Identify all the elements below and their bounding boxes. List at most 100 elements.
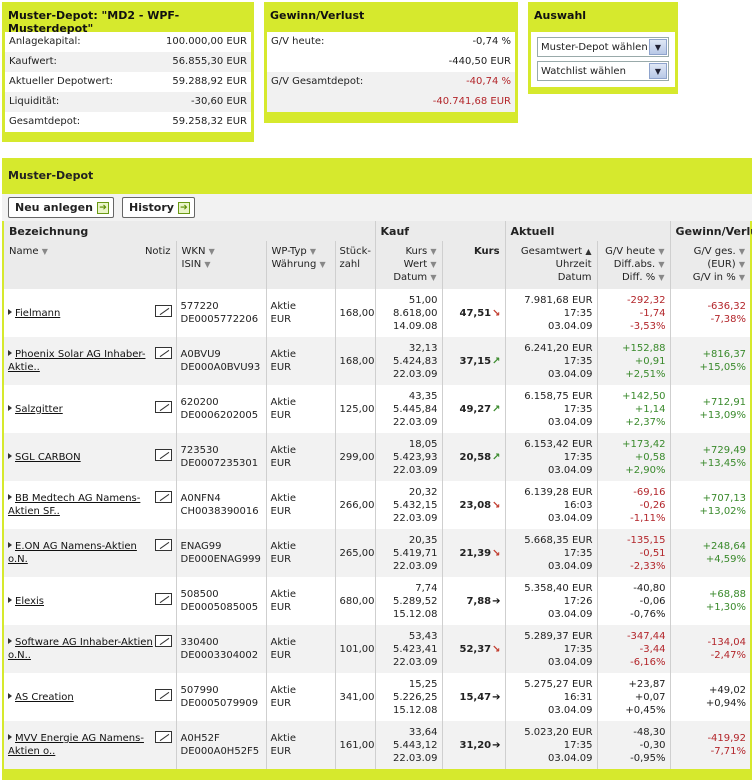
gv-ges-cell: +707,13 +13,02% (669, 481, 751, 529)
kauf-cell: 15,25 5.226,25 15.12.08 (374, 673, 443, 721)
expand-arrow-icon[interactable] (8, 638, 12, 644)
col-kauf-kurs[interactable]: Kurs ▼ Wert ▼ Datum ▼ (374, 241, 443, 289)
kauf-cell: 20,32 5.432,15 22.03.09 (374, 481, 443, 529)
name-cell: MVV Energie AG Namens- Aktien o.. (4, 721, 176, 769)
gv-panel: Gewinn/Verlust G/V heute: -0,74 % -440,50… (264, 2, 518, 123)
stock-name-link[interactable]: Salzgitter (15, 403, 63, 415)
col-gv-heute[interactable]: G/V heute ▼ Diff.abs. ▼ Diff. % ▼ (596, 241, 671, 289)
col-name[interactable]: Name ▼ Notiz (4, 241, 176, 289)
depot-table: Bezeichnung Kauf Aktuell Gewinn/Verlust … (4, 221, 752, 769)
gv-heute-cell: -69,16 -0,26 -1,11% (596, 481, 671, 529)
gesamtwert-cell: 6.158,75 EUR 17:35 03.04.09 (504, 385, 598, 433)
col-gv-ges[interactable]: G/V ges. ▼ (EUR) ▼ G/V in % ▼ (669, 241, 751, 289)
stock-name-link[interactable]: BB Medtech AG Namens- Aktien SF.. (8, 493, 141, 517)
akt-kurs-cell: 21,39↘ (441, 529, 506, 577)
table-row: MVV Energie AG Namens- Aktien o.. A0H52F DE… (4, 721, 751, 769)
new-entry-button[interactable]: Neu anlegen ➔ (8, 197, 114, 218)
stock-name-link[interactable]: AS Creation (15, 691, 74, 703)
note-icon[interactable] (154, 347, 172, 359)
summary-row: Liquidität: -30,60 EUR (5, 92, 251, 112)
table-row: Elexis 508500 DE0005085005 Aktie EUR 680,00 7,… (4, 577, 751, 625)
expand-arrow-icon[interactable] (8, 350, 12, 356)
gv-ges-cell: -636,32 -7,38% (669, 289, 751, 337)
gv-heute-cell: +173,42 +0,58 +2,90% (596, 433, 671, 481)
gv-body: G/V heute: -0,74 % -440,50 EUR G/V Gesamt… (267, 32, 515, 112)
col-notiz: Notiz (144, 246, 171, 257)
gv-title: Gewinn/Verlust (270, 9, 365, 22)
gesamtwert-cell: 6.139,28 EUR 16:03 03.04.09 (504, 481, 598, 529)
name-cell: Phoenix Solar AG Inhaber- Aktie.. (4, 337, 176, 385)
muster-depot-select[interactable]: Muster-Depot wählen ▼ (537, 37, 669, 57)
kauf-cell: 51,00 8.618,00 14.09.08 (374, 289, 443, 337)
note-icon[interactable] (154, 305, 172, 317)
akt-kurs-cell: 37,15↗ (441, 337, 506, 385)
stock-name-link[interactable]: Software AG Inhaber-Aktien o.N.. (8, 637, 153, 661)
kauf-cell: 43,35 5.445,84 22.03.09 (374, 385, 443, 433)
stueck-cell: 101,00 (334, 625, 376, 673)
expand-arrow-icon[interactable] (8, 308, 12, 315)
wkn-isin-cell: 507990 DE0005079909 (175, 673, 266, 721)
expand-arrow-icon[interactable] (8, 452, 12, 459)
type-cell: Aktie EUR (265, 289, 335, 337)
wkn-isin-cell: A0BVU9 DE000A0BVU93 (175, 337, 266, 385)
type-cell: Aktie EUR (265, 577, 335, 625)
stueck-cell: 680,00 (334, 577, 376, 625)
expand-arrow-icon[interactable] (8, 734, 12, 740)
kauf-cell: 18,05 5.423,93 22.03.09 (374, 433, 443, 481)
expand-arrow-icon[interactable] (8, 692, 12, 699)
note-icon[interactable] (154, 635, 172, 647)
table-row: Fielmann 577220 DE0005772206 Aktie EUR 168,00… (4, 289, 751, 337)
expand-arrow-icon[interactable] (8, 542, 12, 548)
stock-name-link[interactable]: SGL CARBON (15, 451, 81, 463)
stueck-cell: 168,00 (334, 289, 376, 337)
col-stueck: Stück-zahl (334, 241, 376, 289)
stueck-cell: 168,00 (334, 337, 376, 385)
stock-name-link[interactable]: Phoenix Solar AG Inhaber- Aktie.. (8, 349, 146, 373)
chevron-down-icon[interactable]: ▼ (649, 63, 667, 79)
watchlist-select[interactable]: Watchlist wählen ▼ (537, 61, 669, 81)
gv-ges-cell: +49,02 +0,94% (669, 673, 751, 721)
note-icon[interactable] (154, 539, 172, 551)
depot-toolbar: Neu anlegen ➔ History ➔ (2, 194, 752, 221)
summary-row: Aktueller Depotwert: 59.288,92 EUR (9, 76, 247, 87)
col-wkn-isin[interactable]: WKN ▼ ISIN ▼ (175, 241, 266, 289)
note-icon[interactable] (154, 401, 172, 413)
note-icon[interactable] (154, 491, 172, 503)
type-cell: Aktie EUR (265, 625, 335, 673)
trend-flat-icon: ➔ (492, 691, 501, 703)
auswahl-title: Auswahl (534, 9, 587, 22)
wkn-isin-cell: 508500 DE0005085005 (175, 577, 266, 625)
chevron-down-icon[interactable]: ▼ (649, 39, 667, 55)
name-cell: BB Medtech AG Namens- Aktien SF.. (4, 481, 176, 529)
gv-heute-cell: +142,50 +1,14 +2,37% (596, 385, 671, 433)
note-icon[interactable] (154, 593, 172, 605)
trend-up-icon: ↗ (492, 355, 501, 367)
stock-name-link[interactable]: Elexis (15, 595, 44, 607)
col-gesamtwert[interactable]: Gesamtwert ▲ Uhrzeit Datum (504, 241, 598, 289)
expand-arrow-icon[interactable] (8, 596, 12, 603)
akt-kurs-cell: 20,58↗ (441, 433, 506, 481)
note-icon[interactable] (154, 449, 172, 461)
history-button[interactable]: History ➔ (121, 197, 195, 218)
col-wptyp[interactable]: WP-Typ ▼ Währung ▼ (265, 241, 335, 289)
stock-name-link[interactable]: MVV Energie AG Namens- Aktien o.. (8, 733, 144, 757)
col-akt-kurs[interactable]: Kurs (441, 241, 506, 289)
kauf-cell: 33,64 5.443,12 22.03.09 (374, 721, 443, 769)
stueck-cell: 125,00 (334, 385, 376, 433)
name-cell: Salzgitter (4, 385, 176, 433)
stock-name-link[interactable]: Fielmann (15, 307, 61, 319)
akt-kurs-cell: 47,51↘ (441, 289, 506, 337)
note-icon[interactable] (154, 731, 172, 743)
stock-name-link[interactable]: E.ON AG Namens-Aktien o.N. (8, 541, 137, 565)
expand-arrow-icon[interactable] (8, 404, 12, 411)
gv-heute-cell: -292,32 -1,74 -3,53% (596, 289, 671, 337)
trend-down-icon: ↘ (492, 643, 501, 655)
wkn-isin-cell: 330400 DE0003304002 (175, 625, 266, 673)
arrow-right-icon: ➔ (177, 201, 190, 214)
muster-depot-section: Muster-Depot Neu anlegen ➔ History ➔ Bezei… (2, 158, 752, 780)
gv-ges-cell: +712,91 +13,09% (669, 385, 751, 433)
trend-down-icon: ↘ (492, 307, 501, 319)
expand-arrow-icon[interactable] (8, 494, 12, 500)
note-icon[interactable] (154, 689, 172, 701)
depot-summary-body: Anlagekapital: 100.000,00 EUR Kaufwert: 56… (5, 32, 251, 132)
